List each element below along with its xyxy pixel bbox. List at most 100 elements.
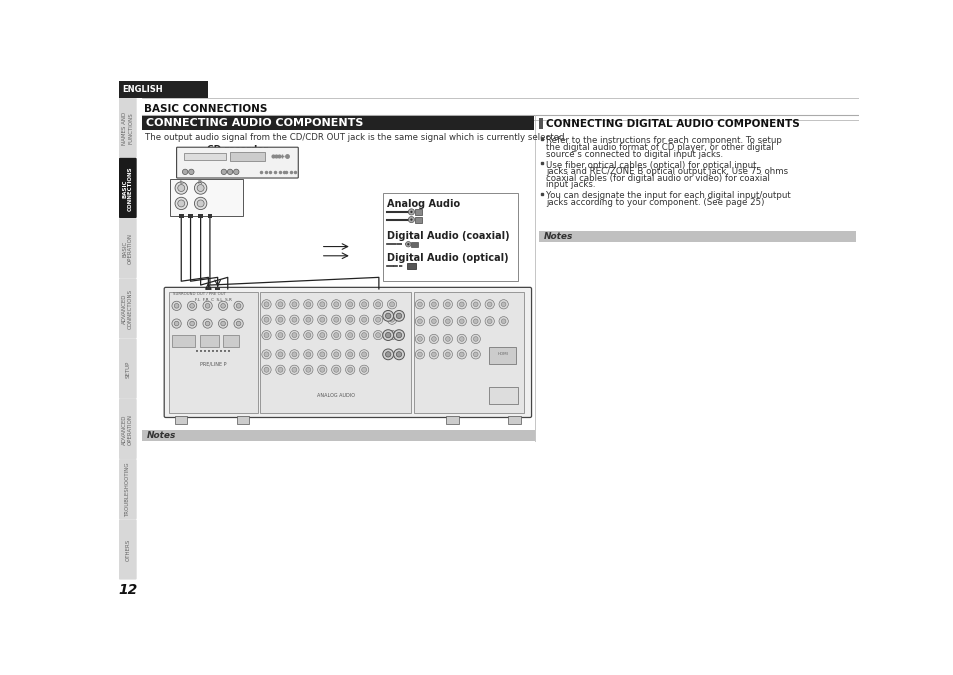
- Bar: [142, 116, 534, 130]
- Text: CD recorder: CD recorder: [207, 145, 268, 154]
- Circle shape: [345, 350, 355, 359]
- Text: •••••••••: •••••••••: [195, 350, 232, 355]
- Circle shape: [290, 315, 298, 324]
- Bar: [183, 153, 226, 160]
- Bar: [488, 347, 516, 364]
- Text: BASIC
CONNECTIONS: BASIC CONNECTIONS: [122, 166, 133, 211]
- Circle shape: [429, 334, 438, 344]
- Bar: [142, 430, 535, 441]
- Circle shape: [290, 365, 298, 375]
- Circle shape: [275, 331, 285, 340]
- Circle shape: [275, 365, 285, 375]
- Circle shape: [261, 315, 271, 324]
- Circle shape: [456, 350, 466, 359]
- Text: source’s connected to digital input jacks.: source’s connected to digital input jack…: [546, 150, 722, 159]
- Circle shape: [319, 367, 324, 372]
- Circle shape: [415, 350, 424, 359]
- Circle shape: [473, 352, 477, 356]
- Circle shape: [375, 333, 380, 338]
- Circle shape: [292, 367, 296, 372]
- Circle shape: [459, 302, 464, 306]
- Circle shape: [334, 333, 338, 338]
- Text: ADVANCED
CONNECTIONS: ADVANCED CONNECTIONS: [122, 289, 133, 329]
- Circle shape: [264, 333, 269, 338]
- Text: ADVANCED
OPERATION: ADVANCED OPERATION: [122, 414, 133, 445]
- Text: Refer to the instructions for each component. To setup: Refer to the instructions for each compo…: [546, 136, 781, 145]
- Circle shape: [332, 315, 340, 324]
- Circle shape: [347, 367, 353, 372]
- Circle shape: [306, 302, 311, 306]
- Text: coaxial cables (for digital audio or video) for coaxial: coaxial cables (for digital audio or vid…: [546, 173, 769, 183]
- Circle shape: [236, 304, 241, 308]
- Circle shape: [456, 317, 466, 326]
- Circle shape: [500, 302, 505, 306]
- Text: jacks and REC/ZONE B optical output jack. Use 75 ohms: jacks and REC/ZONE B optical output jack…: [546, 167, 787, 176]
- Circle shape: [292, 317, 296, 322]
- Circle shape: [261, 300, 271, 309]
- FancyBboxPatch shape: [119, 218, 136, 278]
- Bar: [215, 287, 220, 290]
- FancyBboxPatch shape: [119, 519, 136, 580]
- Circle shape: [405, 242, 411, 247]
- Circle shape: [471, 300, 480, 309]
- Circle shape: [221, 169, 227, 175]
- Circle shape: [292, 333, 296, 338]
- Circle shape: [174, 321, 179, 326]
- Text: BASIC
OPERATION: BASIC OPERATION: [122, 233, 133, 264]
- Circle shape: [319, 302, 324, 306]
- Circle shape: [292, 302, 296, 306]
- Circle shape: [303, 350, 313, 359]
- Circle shape: [317, 315, 327, 324]
- Circle shape: [471, 350, 480, 359]
- Circle shape: [415, 334, 424, 344]
- Circle shape: [187, 319, 196, 328]
- Circle shape: [197, 200, 204, 207]
- Circle shape: [303, 315, 313, 324]
- Circle shape: [182, 169, 188, 175]
- Circle shape: [394, 329, 404, 340]
- Circle shape: [445, 352, 450, 356]
- Bar: [414, 292, 523, 413]
- Circle shape: [332, 300, 340, 309]
- Circle shape: [261, 331, 271, 340]
- Text: The output audio signal from the CD/CDR OUT jack is the same signal which is cur: The output audio signal from the CD/CDR …: [145, 134, 566, 142]
- Circle shape: [459, 352, 464, 356]
- Circle shape: [220, 321, 225, 326]
- Text: jacks according to your component. (See page 25): jacks according to your component. (See …: [546, 198, 764, 207]
- Circle shape: [382, 329, 394, 340]
- Circle shape: [345, 315, 355, 324]
- Circle shape: [334, 317, 338, 322]
- Circle shape: [275, 350, 285, 359]
- Text: F.L  F.R  C  S.L  S.R: F.L F.R C S.L S.R: [194, 298, 232, 302]
- Circle shape: [415, 317, 424, 326]
- Circle shape: [394, 349, 404, 360]
- Circle shape: [387, 315, 396, 324]
- Circle shape: [194, 182, 207, 194]
- FancyBboxPatch shape: [176, 147, 298, 178]
- Text: CONNECTING DIGITAL AUDIO COMPONENTS: CONNECTING DIGITAL AUDIO COMPONENTS: [546, 119, 800, 129]
- Circle shape: [334, 367, 338, 372]
- Circle shape: [407, 243, 409, 246]
- Circle shape: [277, 333, 283, 338]
- Bar: [199, 335, 219, 347]
- Bar: [415, 217, 422, 223]
- Circle shape: [334, 302, 338, 306]
- Bar: [415, 209, 422, 215]
- Text: Use fiber optical cables (optical) for optical input: Use fiber optical cables (optical) for o…: [546, 161, 756, 169]
- Bar: [179, 214, 183, 218]
- Circle shape: [261, 365, 271, 375]
- Circle shape: [218, 301, 228, 310]
- Circle shape: [345, 300, 355, 309]
- Bar: [236, 416, 249, 424]
- Circle shape: [205, 321, 210, 326]
- Text: ENGLISH: ENGLISH: [122, 85, 163, 94]
- Circle shape: [233, 319, 243, 328]
- Circle shape: [429, 350, 438, 359]
- Circle shape: [417, 352, 422, 356]
- Circle shape: [500, 319, 505, 323]
- Circle shape: [261, 350, 271, 359]
- Circle shape: [389, 317, 395, 322]
- Circle shape: [359, 331, 369, 340]
- Circle shape: [389, 333, 395, 338]
- Bar: [198, 214, 203, 218]
